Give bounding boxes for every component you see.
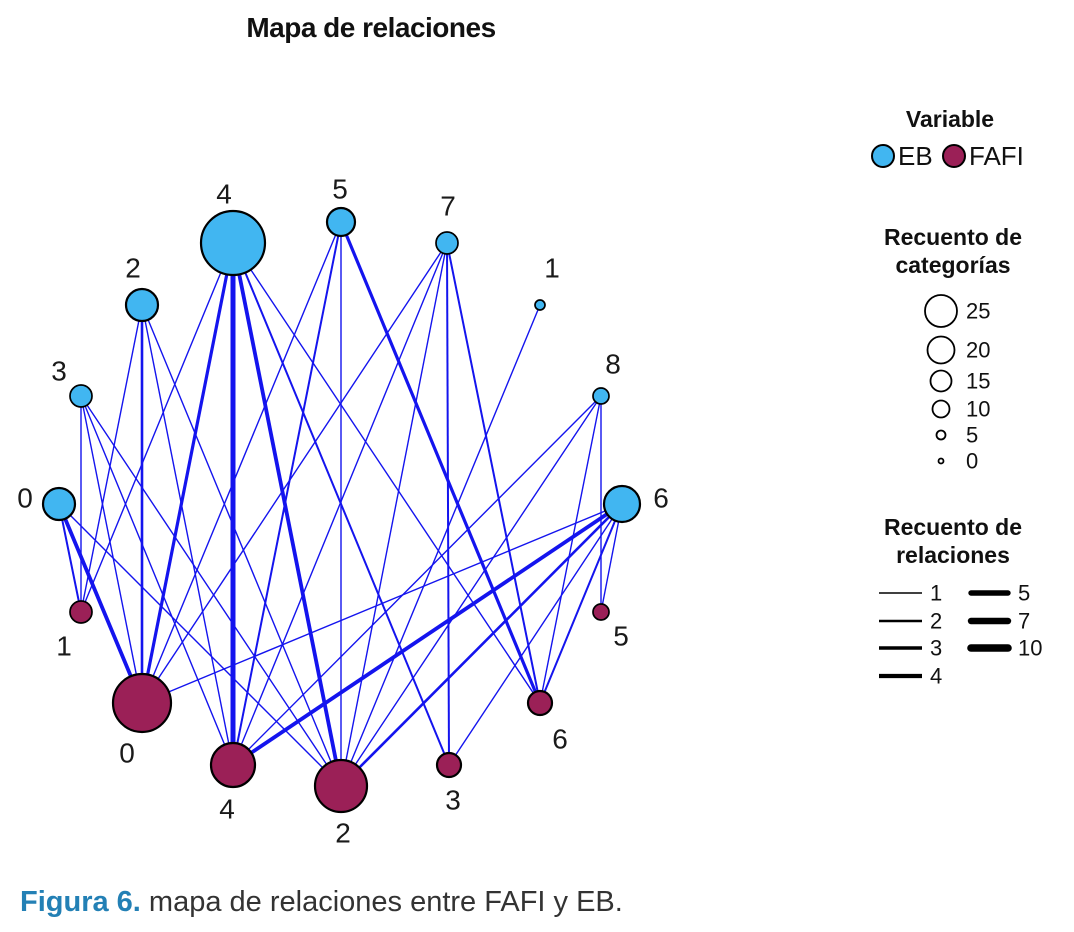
legend-relation-value-7: 7 [1018,609,1030,634]
node-FAFI2 [313,758,369,814]
node-FAFI6 [526,689,554,717]
legend-swatch-label-FAFI: FAFI [969,141,1024,171]
edge-EB2-FAFI4 [141,304,234,766]
legend-category-circle-25 [924,294,958,328]
legend-category-value-5: 5 [966,423,978,448]
legend-swatch-EB [871,144,895,168]
edge-EB2-FAFI1 [80,304,143,613]
legend-category-circle-15 [929,369,953,393]
edge-EB8-FAFI4 [232,395,602,766]
edge-EB3-FAFI4 [80,395,234,766]
edge-EB4-FAFI2 [231,242,343,787]
node-label-EB2: 2 [125,253,141,284]
edge-EB4-FAFI6 [232,242,541,704]
edge-EB0-FAFI0 [57,503,144,704]
node-EB7 [435,231,459,255]
node-label-EB7: 7 [440,191,456,222]
legend-relation-value-3: 3 [930,636,942,661]
node-label-FAFI2: 2 [335,818,351,849]
edge-EB6-FAFI3 [448,503,623,766]
node-label-FAFI6: 6 [552,724,568,755]
legend-category-value-0: 0 [966,449,978,474]
legend-category-value-15: 15 [966,369,990,394]
edge-EB4-FAFI1 [80,242,234,613]
node-EB5 [325,206,357,238]
node-label-FAFI0: 0 [119,738,135,769]
edge-EB1-FAFI2 [340,304,541,787]
edge-EB8-FAFI6 [539,395,602,704]
legend-category-value-25: 25 [966,299,990,324]
node-label-EB4: 4 [216,179,232,210]
legend-relation-value-5: 5 [1018,581,1030,606]
edge-EB6-FAFI4 [231,502,624,767]
edge-EB6-FAFI2 [340,503,623,787]
edge-EB6-FAFI6 [539,503,623,704]
legend-relation-value-1: 1 [930,581,942,606]
figure-caption-label: Figura 6. [20,886,141,918]
node-EB1 [534,299,546,311]
edge-EB5-FAFI6 [339,221,542,704]
node-label-EB0: 0 [17,483,33,514]
legend-category-circle-0 [937,457,945,465]
legend-category-circle-20 [926,335,956,365]
relation-map-chart: 0 1 2 3 4 5 6 7 8 0 1 2 3 4 5 6 [17,174,669,849]
node-label-FAFI5: 5 [613,621,629,652]
edge-EB7-FAFI0 [141,242,448,704]
edge-EB7-FAFI2 [340,242,448,787]
legend-categories-title-line1: Recuento de [884,224,1022,250]
node-label-EB8: 8 [605,349,621,380]
node-label-EB3: 3 [51,356,67,387]
legend-relation-value-10: 10 [1018,636,1042,661]
edge-EB4-FAFI3 [232,242,450,766]
legend-relation-value-2: 2 [930,609,942,634]
chart-title: Mapa de relaciones [246,12,496,43]
node-EB6 [602,484,642,524]
node-EB4 [199,209,267,277]
node-label-EB5: 5 [332,174,348,205]
figure-caption-text: mapa de relaciones entre FAFI y EB. [148,886,623,918]
node-FAFI4 [209,741,257,789]
edge-EB8-FAFI2 [340,395,602,787]
node-label-EB1: 1 [544,253,560,284]
edge-EB0-FAFI2 [58,503,342,787]
node-FAFI5 [592,603,610,621]
node-label-FAFI4: 4 [219,794,235,825]
figure-caption: Figura 6. mapa de relaciones entre FAFI … [20,886,1060,919]
legend-categories-title-line2: categorías [895,252,1010,278]
legend-category-value-20: 20 [966,338,990,363]
legend-swatch-FAFI [942,144,966,168]
legend-category-circle-10 [931,399,951,419]
node-FAFI3 [435,751,463,779]
node-EB2 [124,287,160,323]
legend-relations-title-line2: relaciones [896,542,1010,568]
edge-EB7-FAFI6 [446,242,541,704]
legend-category-circle-5 [935,429,947,441]
edge-EB3-FAFI0 [80,395,143,704]
legend-category-value-10: 10 [966,397,990,422]
node-FAFI1 [69,600,93,624]
node-label-FAFI1: 1 [56,631,72,662]
node-label-EB6: 6 [653,483,669,514]
legend-relation-value-4: 4 [930,664,942,689]
legend-relations-title-line1: Recuento de [884,514,1022,540]
legend-variable-title: Variable [906,106,994,132]
node-EB8 [592,387,610,405]
edge-EB5-FAFI0 [141,221,342,704]
node-EB0 [41,486,77,522]
edge-EB4-FAFI0 [140,242,235,704]
edge-EB0-FAFI1 [58,503,82,613]
node-FAFI0 [111,672,173,734]
legend-swatch-label-EB: EB [898,141,933,171]
edge-EB5-FAFI4 [232,221,342,766]
node-EB3 [69,384,93,408]
edge-EB7-FAFI3 [446,242,450,766]
node-label-FAFI3: 3 [445,785,461,816]
